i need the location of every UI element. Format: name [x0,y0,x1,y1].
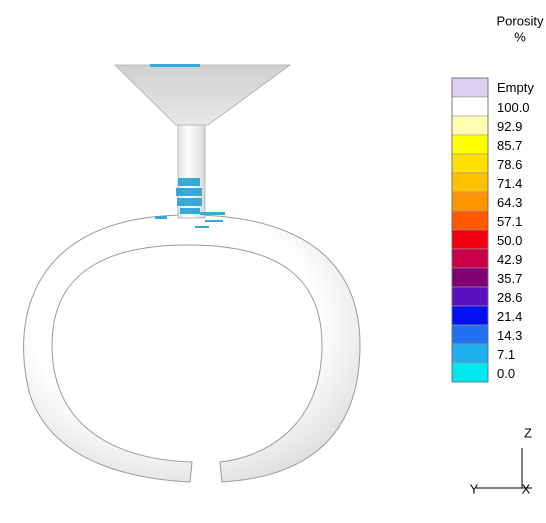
legend-label: 57.1 [497,214,522,229]
ring [24,215,360,482]
legend-label: 42.9 [497,252,522,267]
legend-swatch [452,344,488,363]
legend-swatch [452,230,488,249]
legend-label: Empty [497,80,534,95]
legend-label: 71.4 [497,176,522,191]
legend-swatch [452,192,488,211]
legend-label: 92.9 [497,119,522,134]
legend-swatch [452,173,488,192]
legend-swatch [452,306,488,325]
legend-label: 85.7 [497,138,522,153]
legend-swatch [452,97,488,116]
legend-swatch [452,268,488,287]
y-label: Y [470,481,479,496]
legend-label: 7.1 [497,347,515,362]
legend-unit: % [514,29,526,44]
legend-swatch [452,135,488,154]
legend-label: 35.7 [497,271,522,286]
z-label: Z [524,425,532,440]
legend-swatch [452,249,488,268]
legend-swatch [452,211,488,230]
legend: Porosity % Empty 100.0 92.9 85.7 78.6 71.4 64.… [452,13,544,382]
x-label: X [522,481,531,496]
casting-model [24,64,360,482]
screenshot: Porosity % Empty 100.0 92.9 85.7 78.6 71.4 64.… [0,0,546,523]
legend-swatch [452,325,488,344]
legend-label: 78.6 [497,157,522,172]
legend-swatch [452,363,488,382]
legend-label: 21.4 [497,309,522,324]
legend-label: 14.3 [497,328,522,343]
axis-triad: Z Y X [470,425,532,496]
legend-swatch [452,287,488,306]
legend-swatch [452,116,488,135]
legend-label: 28.6 [497,290,522,305]
legend-swatch [452,78,488,97]
legend-label: 64.3 [497,195,522,210]
legend-label: 50.0 [497,233,522,248]
funnel [115,65,290,125]
legend-label: 100.0 [497,100,530,115]
legend-swatch [452,154,488,173]
legend-title: Porosity [497,13,544,28]
legend-label: 0.0 [497,366,515,381]
